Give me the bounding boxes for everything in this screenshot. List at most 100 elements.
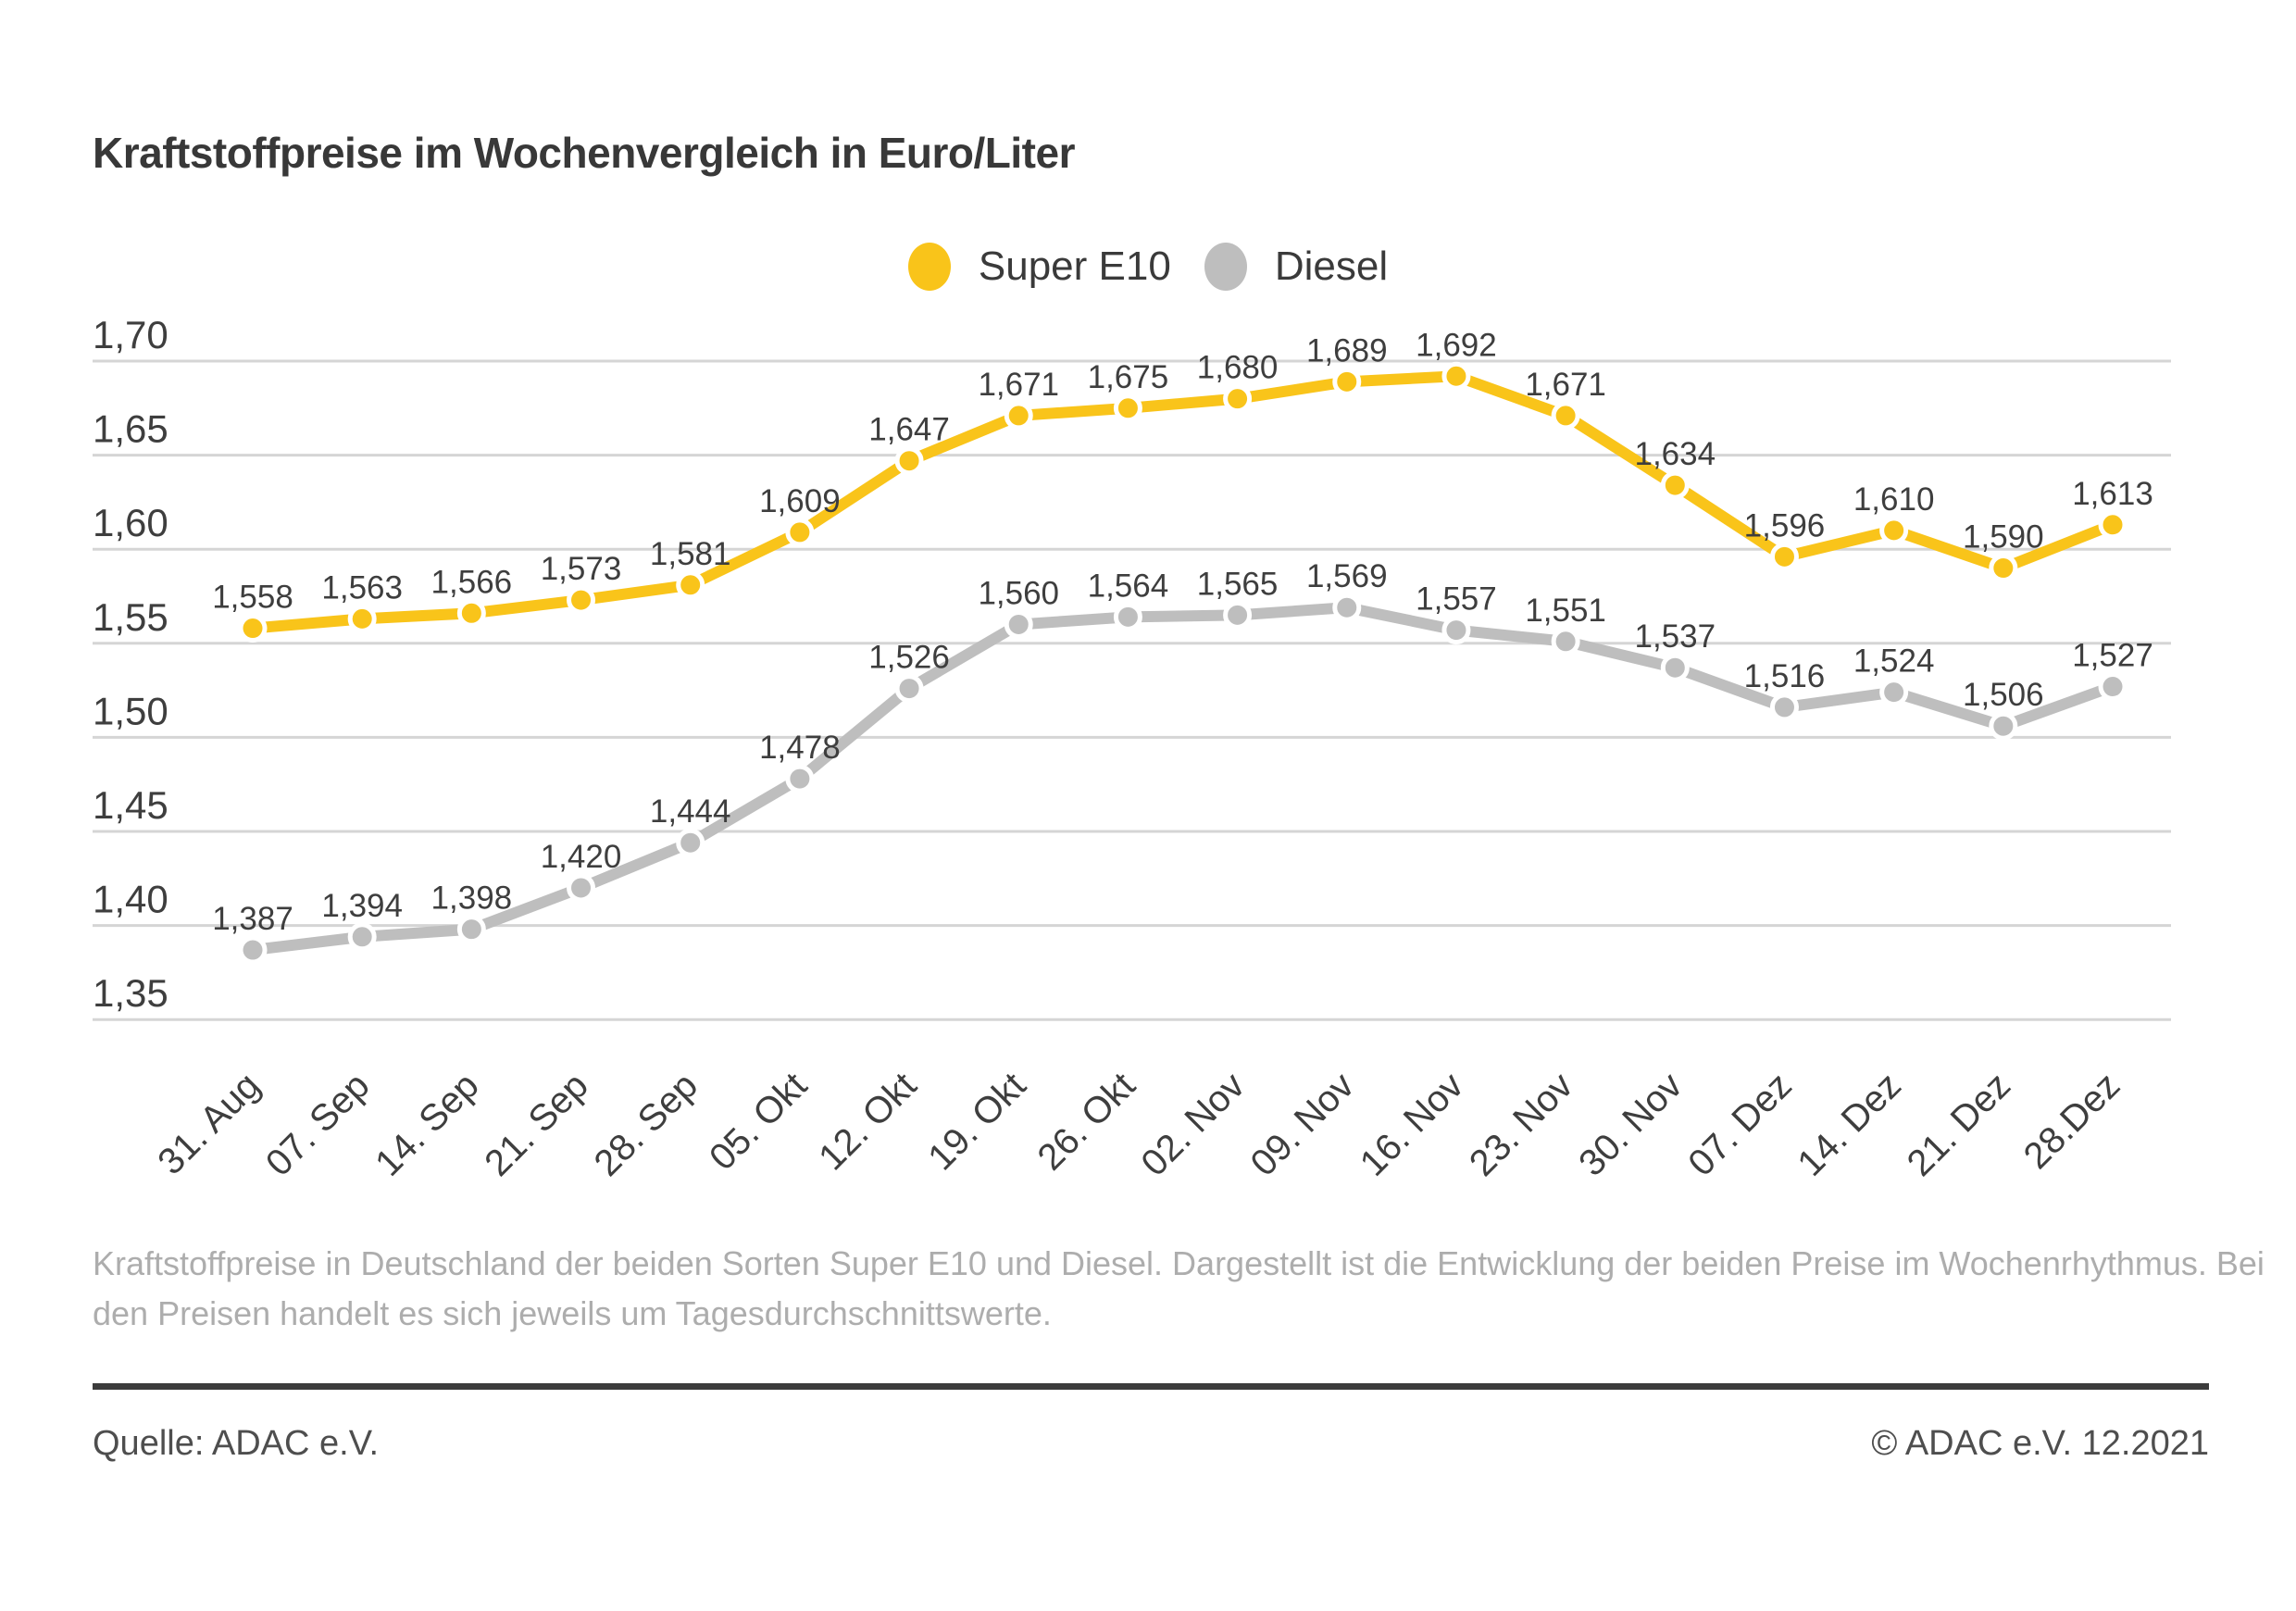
data-point-label-super-e10: 1,671	[1525, 367, 1606, 403]
data-point-super-e10	[456, 598, 486, 628]
data-point-label-diesel: 1,478	[759, 730, 841, 766]
y-tick-label: 1,45	[93, 783, 168, 827]
y-tick-label: 1,35	[93, 971, 168, 1015]
data-point-label-super-e10: 1,610	[1853, 481, 1935, 518]
data-point-diesel	[1551, 627, 1580, 656]
data-point-super-e10	[1223, 384, 1253, 414]
data-point-label-super-e10: 1,609	[759, 483, 841, 519]
x-tick-label: 07. Sep	[258, 1065, 378, 1184]
data-point-super-e10	[1879, 516, 1909, 545]
data-point-label-diesel: 1,387	[212, 901, 293, 937]
y-tick-label: 1,50	[93, 689, 168, 732]
data-point-super-e10	[676, 570, 705, 600]
data-point-label-diesel: 1,557	[1416, 581, 1497, 618]
data-point-label-diesel: 1,551	[1525, 593, 1606, 629]
y-tick-label: 1,70	[93, 313, 168, 356]
data-point-diesel	[1223, 600, 1253, 630]
y-tick-label: 1,65	[93, 407, 168, 451]
data-point-diesel	[1113, 602, 1142, 631]
y-tick-label: 1,60	[93, 501, 168, 544]
series-line-diesel	[252, 602, 2115, 955]
data-point-super-e10	[1113, 393, 1142, 423]
data-point-label-super-e10: 1,590	[1963, 519, 2044, 556]
data-point-label-diesel: 1,526	[868, 640, 950, 676]
data-point-diesel	[894, 674, 924, 704]
data-point-label-diesel: 1,527	[2072, 638, 2153, 674]
x-tick-label: 09. Nov	[1243, 1065, 1363, 1184]
data-point-label-super-e10: 1,680	[1197, 350, 1279, 386]
data-point-label-super-e10: 1,634	[1634, 436, 1716, 472]
data-point-diesel	[2098, 672, 2128, 702]
data-point-label-diesel: 1,394	[321, 888, 403, 924]
data-point-label-super-e10: 1,581	[650, 536, 731, 572]
x-tick-label: 21. Sep	[477, 1065, 596, 1184]
x-tick-label: 19. Okt	[920, 1065, 1033, 1178]
x-tick-label: 14. Dez	[1790, 1065, 1909, 1184]
chart-description: Kraftstoffpreise in Deutschland der beid…	[93, 1244, 2265, 1332]
legend-item-diesel: Diesel	[1204, 243, 1388, 291]
data-point-super-e10	[894, 446, 924, 476]
data-point-diesel	[1879, 678, 1909, 707]
x-tick-label: 21. Dez	[1900, 1065, 2019, 1184]
data-point-label-super-e10: 1,558	[212, 580, 293, 616]
data-point-label-super-e10: 1,647	[868, 412, 950, 448]
copyright-label: © ADAC e.V. 12.2021	[1871, 1424, 2209, 1463]
data-point-label-diesel: 1,560	[978, 575, 1059, 611]
data-point-super-e10	[1769, 542, 1799, 571]
data-point-label-diesel: 1,398	[431, 880, 513, 917]
data-point-label-diesel: 1,506	[1963, 677, 2044, 713]
legend-dot-diesel-icon	[1204, 243, 1247, 291]
source-label: Quelle: ADAC e.V.	[93, 1424, 380, 1463]
x-tick-label: 07. Dez	[1680, 1065, 1800, 1184]
x-tick-label: 30. Nov	[1571, 1065, 1691, 1184]
chart-legend: Super E10 Diesel	[0, 243, 2296, 291]
legend-label-super-e10: Super E10	[978, 244, 1171, 289]
data-point-diesel	[238, 935, 268, 965]
x-tick-label: 28.Dez	[2016, 1065, 2128, 1177]
x-tick-label: 16. Nov	[1353, 1065, 1472, 1184]
x-tick-label: 14. Sep	[368, 1065, 487, 1184]
data-point-diesel	[676, 828, 705, 857]
data-point-label-diesel: 1,569	[1306, 558, 1388, 594]
data-point-super-e10	[785, 518, 815, 547]
data-point-label-super-e10: 1,692	[1416, 327, 1497, 363]
data-point-label-super-e10: 1,566	[431, 564, 513, 600]
data-point-super-e10	[1660, 470, 1690, 500]
x-tick-label: 02. Nov	[1133, 1065, 1253, 1184]
data-point-super-e10	[2098, 510, 2128, 540]
legend-dot-super-e10-icon	[907, 243, 951, 291]
data-point-diesel	[1769, 693, 1799, 722]
x-tick-label: 12. Okt	[811, 1065, 924, 1178]
data-point-super-e10	[1989, 554, 2018, 583]
x-tick-label: 28. Sep	[586, 1065, 705, 1184]
footer-divider	[93, 1383, 2209, 1390]
data-point-label-super-e10: 1,675	[1088, 359, 1169, 395]
legend-label-diesel: Diesel	[1274, 244, 1389, 289]
source-row: Quelle: ADAC e.V. © ADAC e.V. 12.2021	[93, 1424, 2209, 1464]
data-point-diesel	[347, 922, 377, 952]
data-point-label-diesel: 1,516	[1744, 658, 1826, 694]
data-point-label-diesel: 1,565	[1197, 566, 1279, 602]
data-point-label-super-e10: 1,689	[1306, 332, 1388, 368]
series-line-super-e10	[252, 370, 2115, 634]
data-point-diesel	[1660, 653, 1690, 682]
data-point-label-diesel: 1,537	[1634, 618, 1716, 655]
data-point-label-super-e10: 1,573	[541, 551, 622, 587]
x-tick-label: 26. Okt	[1029, 1065, 1142, 1178]
x-tick-label: 31. Aug	[150, 1065, 268, 1182]
data-point-diesel	[1332, 593, 1362, 622]
data-point-label-super-e10: 1,613	[2072, 476, 2153, 512]
data-point-diesel	[1441, 616, 1471, 645]
data-point-super-e10	[1551, 401, 1580, 431]
x-tick-label: 23. Nov	[1462, 1065, 1581, 1184]
data-point-diesel	[1989, 711, 2018, 741]
data-point-super-e10	[1004, 401, 1033, 431]
data-point-super-e10	[1441, 361, 1471, 391]
data-point-label-diesel: 1,420	[541, 839, 622, 875]
x-tick-label: 05. Okt	[702, 1065, 815, 1178]
data-point-super-e10	[347, 604, 377, 633]
data-point-super-e10	[567, 585, 596, 615]
data-point-super-e10	[238, 614, 268, 643]
